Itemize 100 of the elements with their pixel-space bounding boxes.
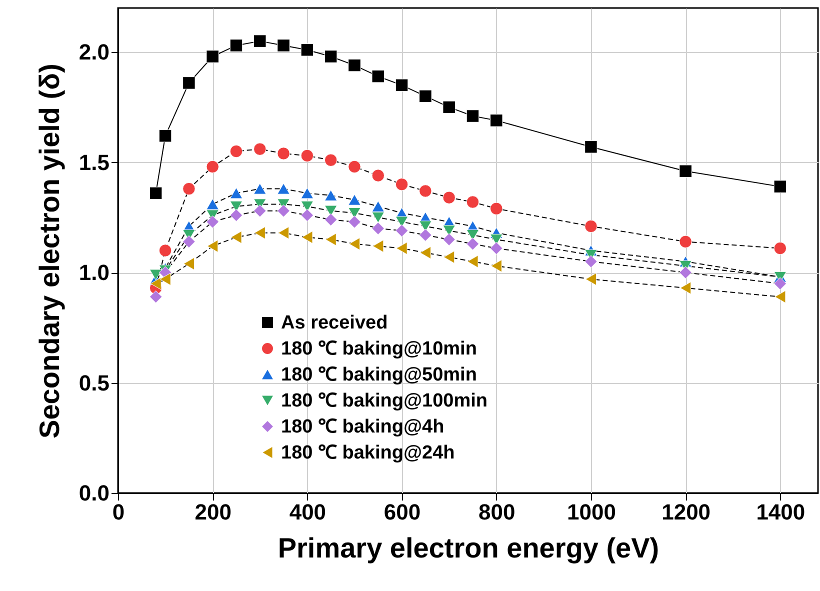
- y-tick-label: 0.0: [78, 480, 110, 506]
- point: [348, 58, 361, 72]
- point: [149, 290, 162, 304]
- point: [395, 224, 408, 238]
- point: [490, 202, 503, 215]
- point: [300, 208, 314, 222]
- point: [207, 240, 218, 252]
- point: [278, 226, 290, 240]
- point: [277, 204, 290, 218]
- point: [584, 140, 598, 154]
- point: [300, 200, 314, 212]
- point: [158, 129, 172, 142]
- point: [254, 34, 266, 48]
- point: [395, 78, 408, 92]
- point: [490, 242, 503, 255]
- legend-label: As received: [281, 312, 388, 334]
- point: [230, 208, 243, 222]
- x-tick-label: 600: [384, 500, 421, 524]
- x-tick-label: 200: [194, 500, 232, 524]
- point: [774, 180, 787, 193]
- point: [774, 242, 787, 255]
- point: [149, 269, 162, 280]
- legend-label: 180 ℃ baking@50min: [281, 364, 477, 386]
- point: [300, 44, 314, 56]
- point: [490, 114, 503, 127]
- legend-label: 180 ℃ baking@10min: [281, 338, 477, 360]
- point: [230, 39, 243, 52]
- point: [300, 149, 314, 162]
- point: [324, 205, 338, 216]
- point: [419, 228, 432, 242]
- legend-label: 180 ℃ baking@4h: [281, 416, 444, 438]
- point: [466, 110, 480, 122]
- point: [348, 238, 360, 250]
- legend-label: 180 ℃ baking@100min: [281, 390, 488, 412]
- point: [277, 147, 290, 160]
- y-tick-label: 1.0: [78, 260, 110, 286]
- y-tick-label: 1.5: [78, 150, 110, 175]
- x-tick-label: 800: [478, 500, 516, 524]
- point: [324, 50, 338, 63]
- point: [230, 144, 243, 158]
- point: [254, 226, 266, 240]
- point: [584, 220, 598, 233]
- point: [206, 160, 219, 174]
- point: [325, 233, 336, 246]
- point: [302, 230, 313, 244]
- point: [679, 235, 692, 248]
- point: [160, 272, 171, 286]
- y-tick-label: 2.0: [78, 40, 110, 65]
- point: [182, 182, 196, 196]
- point: [254, 183, 266, 194]
- point: [584, 255, 598, 268]
- point: [420, 246, 431, 260]
- point: [348, 194, 361, 206]
- point: [467, 255, 478, 268]
- point: [150, 277, 162, 290]
- point: [230, 200, 243, 212]
- point: [490, 260, 502, 272]
- point: [206, 198, 219, 210]
- legend-label: 180 ℃ baking@24h: [281, 442, 455, 464]
- x-tick-label: 1000: [566, 500, 616, 524]
- point: [324, 190, 338, 201]
- point: [149, 186, 162, 200]
- point: [680, 282, 692, 294]
- point: [300, 188, 314, 199]
- point: [442, 233, 456, 246]
- point: [277, 39, 290, 52]
- x-axis-title: Primary electron energy (eV): [278, 532, 660, 564]
- x-tick-label: 1400: [756, 500, 806, 524]
- point: [348, 160, 361, 174]
- point: [442, 191, 456, 204]
- point: [442, 100, 456, 114]
- y-tick-label: 0.5: [78, 370, 110, 396]
- point: [324, 213, 338, 226]
- point: [182, 76, 196, 90]
- x-tick-label: 1200: [662, 500, 711, 524]
- point: [158, 244, 172, 257]
- point: [372, 212, 385, 223]
- point: [277, 183, 290, 194]
- y-axis-title: Secondary electron yield (δ): [34, 64, 65, 438]
- point: [419, 184, 432, 198]
- point: [230, 230, 242, 244]
- x-tick-label: 0: [112, 500, 125, 524]
- point: [372, 240, 384, 252]
- point: [395, 178, 408, 191]
- point: [774, 277, 787, 290]
- point: [372, 70, 385, 83]
- point: [419, 90, 432, 103]
- point: [679, 164, 692, 178]
- point: [396, 242, 408, 255]
- point: [348, 215, 361, 228]
- point: [444, 250, 455, 264]
- point: [254, 204, 266, 218]
- point: [206, 215, 219, 228]
- point: [585, 272, 597, 286]
- point: [466, 238, 480, 250]
- point: [206, 50, 219, 63]
- point: [254, 142, 266, 156]
- point: [372, 222, 385, 235]
- x-tick-label: 400: [289, 500, 326, 524]
- point: [324, 154, 338, 166]
